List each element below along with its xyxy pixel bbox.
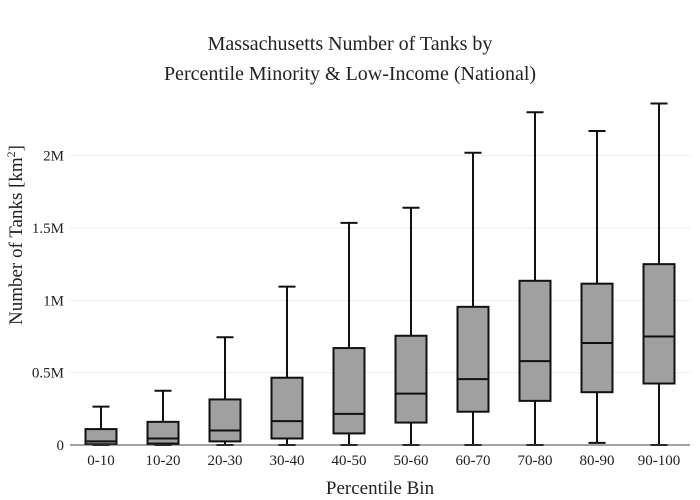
iqr-box [580, 282, 614, 394]
y-axis-ticks: 0 0.5M 1M 1.5M 2M [32, 149, 64, 454]
chart-title-line-1: Massachusetts Number of Tanks by [208, 33, 493, 55]
iqr-box [332, 347, 366, 435]
box-30-40 [270, 285, 304, 446]
y-tick-label: 1M [43, 293, 64, 309]
y-axis-title-end: ] [6, 145, 27, 151]
x-tick-label: 90-100 [638, 453, 681, 469]
x-tick-label: 20-30 [208, 453, 243, 469]
y-axis-title-superscript: 2 [4, 151, 18, 157]
y-tick-label: 0 [57, 438, 65, 454]
box-10-20 [146, 389, 180, 446]
y-tick-label: 0.5M [32, 366, 64, 382]
box-20-30 [208, 336, 242, 446]
y-axis-title-main: Number of Tanks [km [6, 157, 27, 325]
chart-title-line-2: Percentile Minority & Low-Income (Nation… [164, 63, 536, 85]
box-60-70 [456, 151, 490, 446]
iqr-box [456, 305, 490, 413]
box-0-10 [84, 405, 118, 446]
x-tick-label: 10-20 [146, 453, 181, 469]
iqr-box [146, 420, 180, 445]
x-tick-label: 30-40 [270, 453, 305, 469]
iqr-box [518, 279, 552, 402]
y-tick-label: 2M [43, 149, 64, 165]
boxes [84, 102, 676, 446]
box-80-90 [580, 130, 614, 444]
x-tick-label: 70-80 [518, 453, 553, 469]
x-axis-ticks: 0-10 10-20 20-30 30-40 40-50 50-60 60-70 70-80 8… [87, 453, 680, 469]
x-tick-label: 40-50 [332, 453, 367, 469]
box-40-50 [332, 221, 366, 446]
x-tick-label: 60-70 [456, 453, 491, 469]
x-tick-label: 50-60 [394, 453, 429, 469]
box-50-60 [394, 206, 428, 446]
box-70-80 [518, 111, 552, 446]
x-tick-label: 80-90 [580, 453, 615, 469]
iqr-box [642, 263, 676, 385]
iqr-box [270, 376, 304, 440]
x-axis-title: Percentile Bin [326, 478, 435, 499]
x-tick-label: 0-10 [87, 453, 115, 469]
box-90-100 [642, 102, 676, 446]
y-tick-label: 1.5M [32, 221, 64, 237]
iqr-box [208, 398, 242, 443]
iqr-box [394, 334, 428, 424]
y-axis-title: Number of Tanks [km2] [4, 145, 27, 325]
